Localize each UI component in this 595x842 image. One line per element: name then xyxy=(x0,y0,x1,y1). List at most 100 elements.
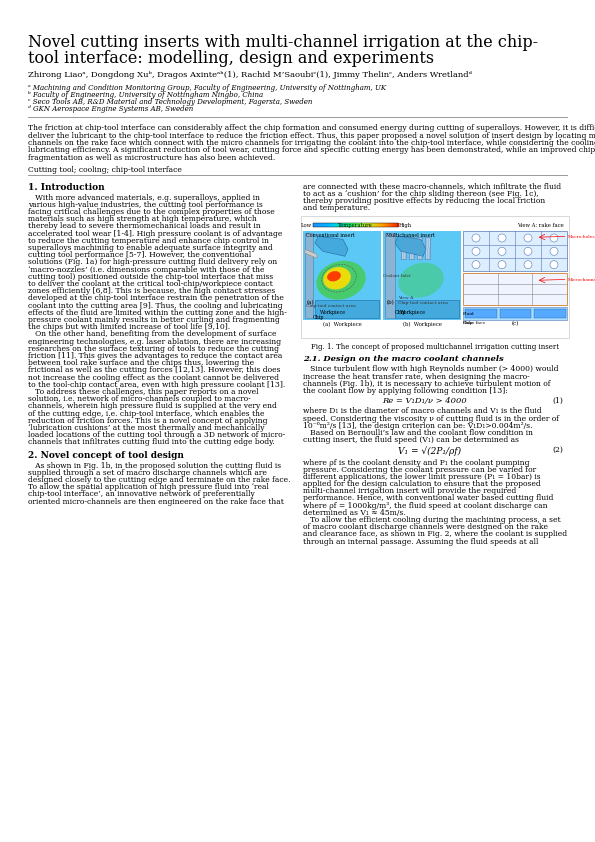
Text: materials such as high strength at high temperature, which: materials such as high strength at high … xyxy=(28,215,257,223)
Text: where D₁ is the diameter of macro channels and V₁ is the fluid: where D₁ is the diameter of macro channe… xyxy=(303,408,542,415)
Text: 10⁻⁶m²/s [13], the design criterion can be: V₁D₁>0.004m²/s.: 10⁻⁶m²/s [13], the design criterion can … xyxy=(303,422,533,429)
Text: Conventional insert: Conventional insert xyxy=(306,233,355,238)
Bar xyxy=(383,223,384,227)
Bar xyxy=(349,223,350,227)
Text: of macro coolant discharge channels were designed on the rake: of macro coolant discharge channels were… xyxy=(303,523,548,531)
Text: The friction at chip-tool interface can considerably affect the chip formation a: The friction at chip-tool interface can … xyxy=(28,124,595,132)
Bar xyxy=(344,223,345,227)
Bar xyxy=(340,223,341,227)
Circle shape xyxy=(550,234,558,242)
Bar xyxy=(401,237,406,259)
Text: Zhirong Liaoᵃ, Dongdong Xuᵇ, Dragos Axinteᵃʰ(1), Rachid M’Saoubiᶜ(1), Jimmy Thel: Zhirong Liaoᵃ, Dongdong Xuᵇ, Dragos Axin… xyxy=(28,71,472,79)
Circle shape xyxy=(524,248,532,255)
Bar xyxy=(337,223,338,227)
Bar xyxy=(363,223,364,227)
Polygon shape xyxy=(395,237,426,256)
Bar xyxy=(324,223,325,227)
Bar xyxy=(381,223,382,227)
Bar xyxy=(394,223,395,227)
Bar xyxy=(395,301,459,318)
Bar xyxy=(384,223,385,227)
Bar xyxy=(326,223,327,227)
Bar xyxy=(382,223,383,227)
Text: Workpiece: Workpiece xyxy=(400,311,426,315)
Bar xyxy=(318,223,319,227)
Bar xyxy=(367,223,368,227)
Bar xyxy=(347,223,348,227)
Text: Since turbulent flow with high Reynolds number (> 4000) would: Since turbulent flow with high Reynolds … xyxy=(303,365,559,373)
Text: ᶜ Seco Tools AB, R&D Material and Technology Development, Fagersta, Sweden: ᶜ Seco Tools AB, R&D Material and Techno… xyxy=(28,98,312,106)
Bar xyxy=(317,223,318,227)
Text: different applications, the lower limit pressure (P₁ = 10bar) is: different applications, the lower limit … xyxy=(303,473,541,481)
Bar xyxy=(330,223,331,227)
Circle shape xyxy=(524,234,532,242)
Text: Fig. 1. The concept of proposed multichannel irrigation cutting insert: Fig. 1. The concept of proposed multicha… xyxy=(311,344,559,351)
Text: thereby lead to severe thermomechanical loads and result in: thereby lead to severe thermomechanical … xyxy=(28,222,261,231)
Text: speed. Considering the viscosity ν of cutting fluid is in the order of: speed. Considering the viscosity ν of cu… xyxy=(303,414,559,423)
Bar xyxy=(425,237,430,259)
Bar xyxy=(322,223,323,227)
Text: (2): (2) xyxy=(552,446,563,455)
Text: not increase the cooling effect as the coolant cannot be delivered: not increase the cooling effect as the c… xyxy=(28,374,279,381)
Text: and temperature.: and temperature. xyxy=(303,204,370,212)
Ellipse shape xyxy=(323,267,351,290)
Bar xyxy=(336,223,337,227)
Text: channels that infiltrates cutting fluid into the cutting edge body.: channels that infiltrates cutting fluid … xyxy=(28,439,275,446)
Bar xyxy=(347,223,348,227)
Text: ᵇ Faculty of Engineering, University of Nottingham Ningbo, China: ᵇ Faculty of Engineering, University of … xyxy=(28,91,263,99)
Text: channels, wherein high pressure fluid is supplied at the very end: channels, wherein high pressure fluid is… xyxy=(28,402,277,410)
Bar xyxy=(463,232,567,271)
Bar xyxy=(315,301,379,318)
Text: Microchannel: Microchannel xyxy=(568,279,595,282)
Text: Re = V₁D₁/ν > 4000: Re = V₁D₁/ν > 4000 xyxy=(383,397,468,405)
Bar xyxy=(395,223,396,227)
Ellipse shape xyxy=(398,263,444,298)
Text: to act as a ‘cushion’ for the chip sliding thereon (see Fig. 1c),: to act as a ‘cushion’ for the chip slidi… xyxy=(303,189,538,198)
Bar xyxy=(389,223,390,227)
Text: various high-value industries, the cutting tool performance is: various high-value industries, the cutti… xyxy=(28,200,263,209)
Text: where ρf is the coolant density and P₁ the coolant pumping: where ρf is the coolant density and P₁ t… xyxy=(303,459,530,466)
Bar xyxy=(390,223,391,227)
Bar xyxy=(393,223,394,227)
Text: where ρf = 1000kg/m³, the fluid speed at coolant discharge can: where ρf = 1000kg/m³, the fluid speed at… xyxy=(303,502,547,509)
Text: Chip: Chip xyxy=(313,315,324,320)
Bar xyxy=(333,223,334,227)
Bar xyxy=(320,223,321,227)
Polygon shape xyxy=(305,233,313,318)
Bar xyxy=(396,223,397,227)
FancyBboxPatch shape xyxy=(383,232,461,320)
Text: performance. Hence, with conventional water based cutting fluid: performance. Hence, with conventional wa… xyxy=(303,494,553,503)
Bar xyxy=(353,223,354,227)
Polygon shape xyxy=(305,249,317,258)
Bar xyxy=(323,223,324,227)
Bar xyxy=(328,223,329,227)
Text: effects of the fluid are limited within the cutting zone and the high-: effects of the fluid are limited within … xyxy=(28,309,287,317)
Bar xyxy=(313,223,314,227)
Bar xyxy=(388,223,389,227)
Bar xyxy=(352,223,353,227)
Text: With more advanced materials, e.g. superalloys, applied in: With more advanced materials, e.g. super… xyxy=(28,194,260,201)
Text: Cutting tool; cooling; chip-tool interface: Cutting tool; cooling; chip-tool interfa… xyxy=(28,166,182,173)
Text: To address these challenges, this paper reports on a novel: To address these challenges, this paper … xyxy=(28,388,258,396)
Text: 1. Introduction: 1. Introduction xyxy=(28,183,105,191)
Text: As shown in Fig. 1b, in the proposed solution the cutting fluid is: As shown in Fig. 1b, in the proposed sol… xyxy=(28,461,281,470)
Bar xyxy=(334,223,335,227)
Text: zones efficiently [6,8]. This is because, the high contact stresses: zones efficiently [6,8]. This is because… xyxy=(28,287,275,295)
Text: Fluid: Fluid xyxy=(463,312,475,317)
Bar xyxy=(361,223,362,227)
Bar xyxy=(463,306,567,320)
Bar xyxy=(341,223,342,227)
Text: (c): (c) xyxy=(511,322,519,327)
Text: Novel cutting inserts with multi-channel irrigation at the chip-: Novel cutting inserts with multi-channel… xyxy=(28,34,538,51)
Text: the coolant flow by applying following condition [13]:: the coolant flow by applying following c… xyxy=(303,387,508,395)
Bar xyxy=(339,223,340,227)
Bar xyxy=(330,223,331,227)
Bar xyxy=(332,223,333,227)
Bar xyxy=(359,223,360,227)
Text: (a): (a) xyxy=(307,301,315,306)
Bar xyxy=(465,308,497,318)
Bar xyxy=(463,274,567,305)
Text: facing critical challenges due to the complex properties of those: facing critical challenges due to the co… xyxy=(28,208,275,216)
Bar xyxy=(325,223,326,227)
Bar xyxy=(350,223,351,227)
